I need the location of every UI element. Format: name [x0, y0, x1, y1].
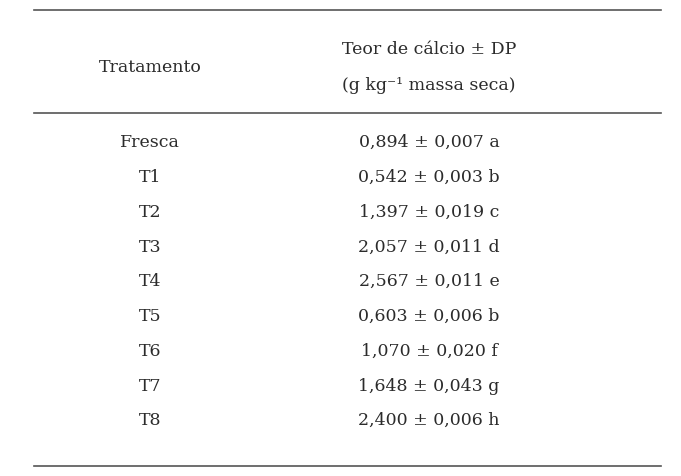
Text: T4: T4 [138, 273, 161, 290]
Text: T5: T5 [138, 308, 161, 325]
Text: 1,648 ± 0,043 g: 1,648 ± 0,043 g [358, 377, 500, 395]
Text: 2,400 ± 0,006 h: 2,400 ± 0,006 h [358, 412, 500, 429]
Text: T1: T1 [138, 169, 161, 186]
Text: T6: T6 [138, 343, 161, 360]
Text: 1,070 ± 0,020 f: 1,070 ± 0,020 f [361, 343, 497, 360]
Text: Teor de cálcio ± DP: Teor de cálcio ± DP [342, 41, 516, 59]
Text: Tratamento: Tratamento [98, 60, 202, 76]
Text: 0,894 ± 0,007 a: 0,894 ± 0,007 a [359, 134, 499, 151]
Text: 2,567 ± 0,011 e: 2,567 ± 0,011 e [359, 273, 499, 290]
Text: T7: T7 [138, 377, 161, 395]
Text: (g kg⁻¹ massa seca): (g kg⁻¹ massa seca) [343, 77, 516, 94]
Text: Fresca: Fresca [120, 134, 180, 151]
Text: 0,603 ± 0,006 b: 0,603 ± 0,006 b [358, 308, 500, 325]
Text: T3: T3 [138, 238, 161, 256]
Text: 0,542 ± 0,003 b: 0,542 ± 0,003 b [358, 169, 500, 186]
Text: 1,397 ± 0,019 c: 1,397 ± 0,019 c [359, 204, 499, 221]
Text: T2: T2 [138, 204, 161, 221]
Text: 2,057 ± 0,011 d: 2,057 ± 0,011 d [358, 238, 500, 256]
Text: T8: T8 [138, 412, 161, 429]
